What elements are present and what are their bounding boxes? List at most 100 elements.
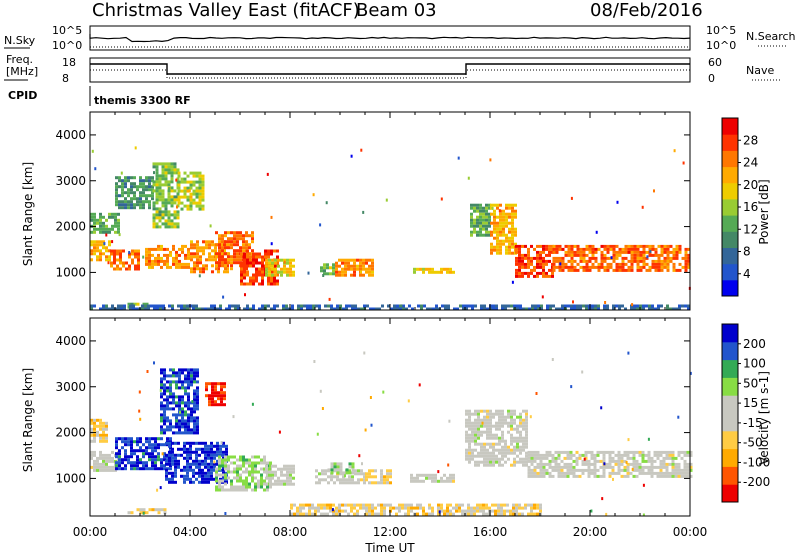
velocity-cell-0 [93, 462, 96, 466]
power-cell-1 [93, 230, 96, 234]
velocity-cell-14 [464, 509, 467, 513]
velocity-cell-13 [614, 453, 618, 457]
power-scatter-point [168, 187, 170, 191]
velocity-cell-13 [659, 450, 663, 454]
velocity-cell-12 [519, 439, 522, 443]
velocity-cell-12 [480, 454, 483, 458]
velocity-cell-12 [504, 451, 507, 455]
velocity-cell-13 [551, 453, 555, 457]
velocity-cell-12 [492, 457, 495, 461]
velocity-cell-12 [507, 415, 510, 419]
velocity-cell-13 [569, 450, 573, 454]
velocity-cell-14 [380, 503, 383, 507]
velocity-cell-3 [193, 416, 196, 420]
velocity-cell-13 [542, 453, 546, 457]
velocity-cell-14 [401, 506, 404, 510]
velocity-cell-4 [198, 462, 201, 466]
velocity-cell-3 [187, 395, 190, 399]
velocity-cell-4 [189, 477, 192, 481]
velocity-cell-12 [498, 424, 501, 428]
power-cell-3 [142, 179, 145, 183]
power-cell-19 [501, 304, 504, 308]
velocity-cell-13 [539, 456, 543, 460]
velocity-cell-6 [218, 455, 221, 459]
power-cell-15 [490, 251, 493, 255]
power-cell-12 [344, 258, 347, 262]
velocity-cell-14 [431, 509, 434, 513]
velocity-cell-13 [587, 450, 591, 454]
power-cell-19 [519, 304, 522, 308]
power-cell-16 [542, 274, 545, 278]
power-cell-6 [198, 204, 202, 208]
power-cell-4 [175, 265, 178, 269]
power-cell-16 [521, 253, 524, 257]
power-cell-7 [205, 264, 208, 268]
velocity-cell-13 [632, 468, 636, 472]
velocity-cell-13 [653, 453, 657, 457]
velocity-cell-4 [201, 477, 204, 481]
velocity-cell-13 [647, 471, 651, 475]
velocity-cell-4 [189, 441, 192, 445]
power-cell-8 [251, 231, 254, 235]
velocity-cell-5 [220, 400, 223, 404]
velocity-cell-6 [257, 461, 260, 465]
power-cell-7 [196, 267, 199, 271]
velocity-cell-3 [196, 380, 199, 384]
velocity-cell-1 [105, 439, 108, 443]
velocity-cell-13 [683, 474, 687, 478]
power-cell-19 [330, 304, 333, 308]
velocity-cell-6 [236, 485, 239, 489]
power-cell-19 [633, 304, 636, 308]
power-cell-5 [161, 183, 165, 187]
velocity-cell-12 [471, 412, 474, 416]
power-cell-1 [114, 224, 117, 228]
velocity-cell-0 [96, 459, 99, 463]
velocity-cell-3 [163, 368, 166, 372]
power-cell-16 [521, 274, 524, 278]
velocity-cell-3 [166, 404, 169, 408]
power-cell-5 [164, 177, 168, 181]
velocity-cell-3 [169, 380, 172, 384]
power-ylabel: Slant Range [km] [21, 162, 35, 266]
power-cell-9 [252, 258, 255, 262]
power-cell-8 [236, 258, 239, 262]
power-cell-14 [473, 218, 476, 222]
velocity-cell-0 [93, 465, 96, 469]
velocity-cell-14 [461, 509, 464, 513]
power-cell-6 [180, 207, 184, 211]
velocity-cell-13 [563, 471, 567, 475]
velocity-cell-13 [584, 468, 588, 472]
date-label: 08/Feb/2016 [590, 0, 703, 21]
velocity-cell-13 [608, 465, 612, 469]
velocity-cell-15 [154, 508, 158, 512]
velocity-cell-3 [187, 431, 190, 435]
velocity-cell-13 [566, 453, 570, 457]
velocity-scatter-point [627, 351, 630, 355]
power-cell-17 [669, 244, 673, 248]
velocity-cell-5 [211, 403, 214, 407]
power-cell-17 [591, 262, 595, 266]
power-cell-17 [594, 250, 598, 254]
velocity-cell-11 [437, 479, 440, 483]
power-colorbar-tick-label: 16 [743, 200, 758, 214]
power-cell-19 [672, 307, 675, 311]
power-cell-16 [515, 274, 518, 278]
power-cell-19 [342, 307, 345, 311]
power-cell-1 [105, 227, 108, 231]
velocity-cell-14 [539, 509, 542, 513]
velocity-cell-3 [175, 422, 178, 426]
power-cell-5 [164, 174, 168, 178]
velocity-cell-13 [539, 462, 543, 466]
power-cell-16 [548, 253, 551, 257]
power-cell-6 [198, 177, 202, 181]
velocity-cell-12 [501, 448, 504, 452]
velocity-cell-14 [380, 512, 383, 516]
power-cell-19 [462, 307, 465, 311]
velocity-cell-12 [477, 409, 480, 413]
power-cell-5 [152, 219, 156, 223]
velocity-cell-2 [121, 458, 124, 462]
velocity-cell-3 [166, 419, 169, 423]
power-cell-15 [514, 227, 517, 231]
velocity-cell-6 [218, 458, 221, 462]
